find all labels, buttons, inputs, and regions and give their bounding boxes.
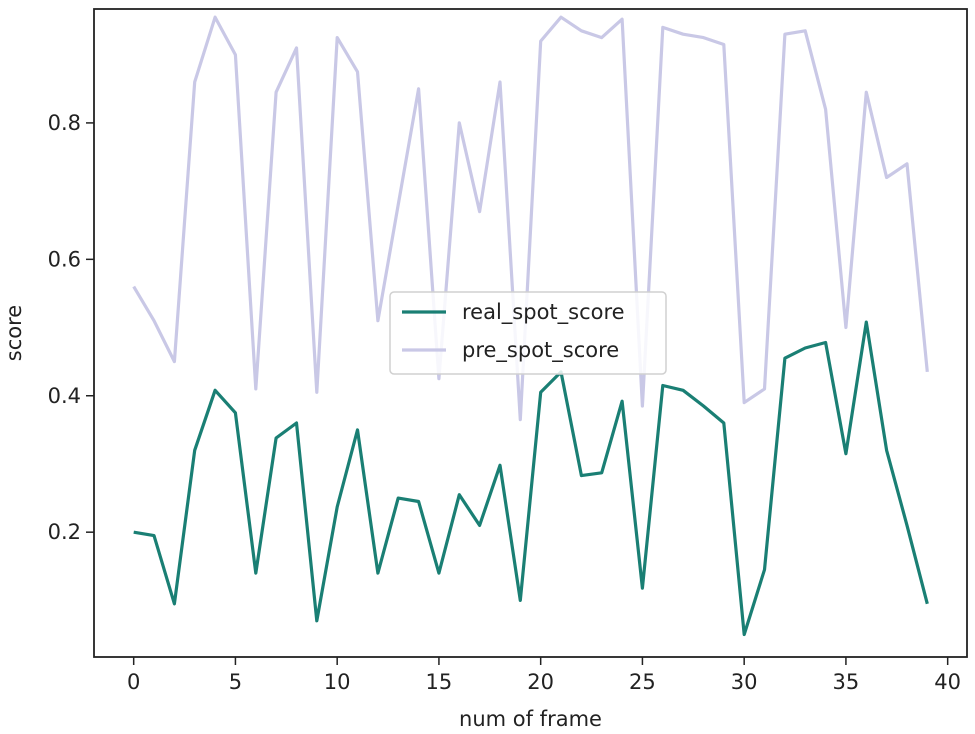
y-tick-label: 0.8 [48,111,81,135]
x-tick-label: 10 [324,670,351,694]
x-tick-label: 40 [934,670,961,694]
x-tick-label: 30 [731,670,758,694]
legend-label-0: real_spot_score [462,300,625,325]
x-tick-label: 20 [527,670,554,694]
y-tick-label: 0.6 [48,247,81,271]
series-line-0 [133,320,929,637]
y-axis-label: score [2,305,26,361]
y-tick-label: 0.4 [48,384,81,408]
x-tick-label: 35 [833,670,860,694]
legend-label-1: pre_spot_score [462,338,619,363]
x-axis-ticks: 0 5 10 15 20 25 30 35 40 [127,657,961,694]
legend-box [389,291,667,375]
y-tick-label: 0.2 [48,520,81,544]
legend: real_spot_score pre_spot_score [389,291,667,375]
series-lines [132,15,929,637]
x-tick-label: 25 [629,670,656,694]
x-tick-label: 5 [229,670,242,694]
y-axis-ticks: 0.2 0.4 0.6 0.8 [48,111,94,544]
x-tick-label: 0 [127,670,140,694]
plot-frame [93,8,968,658]
x-tick-label: 15 [426,670,453,694]
series-line-1 [132,15,929,422]
x-axis-label: num of frame [459,707,602,731]
